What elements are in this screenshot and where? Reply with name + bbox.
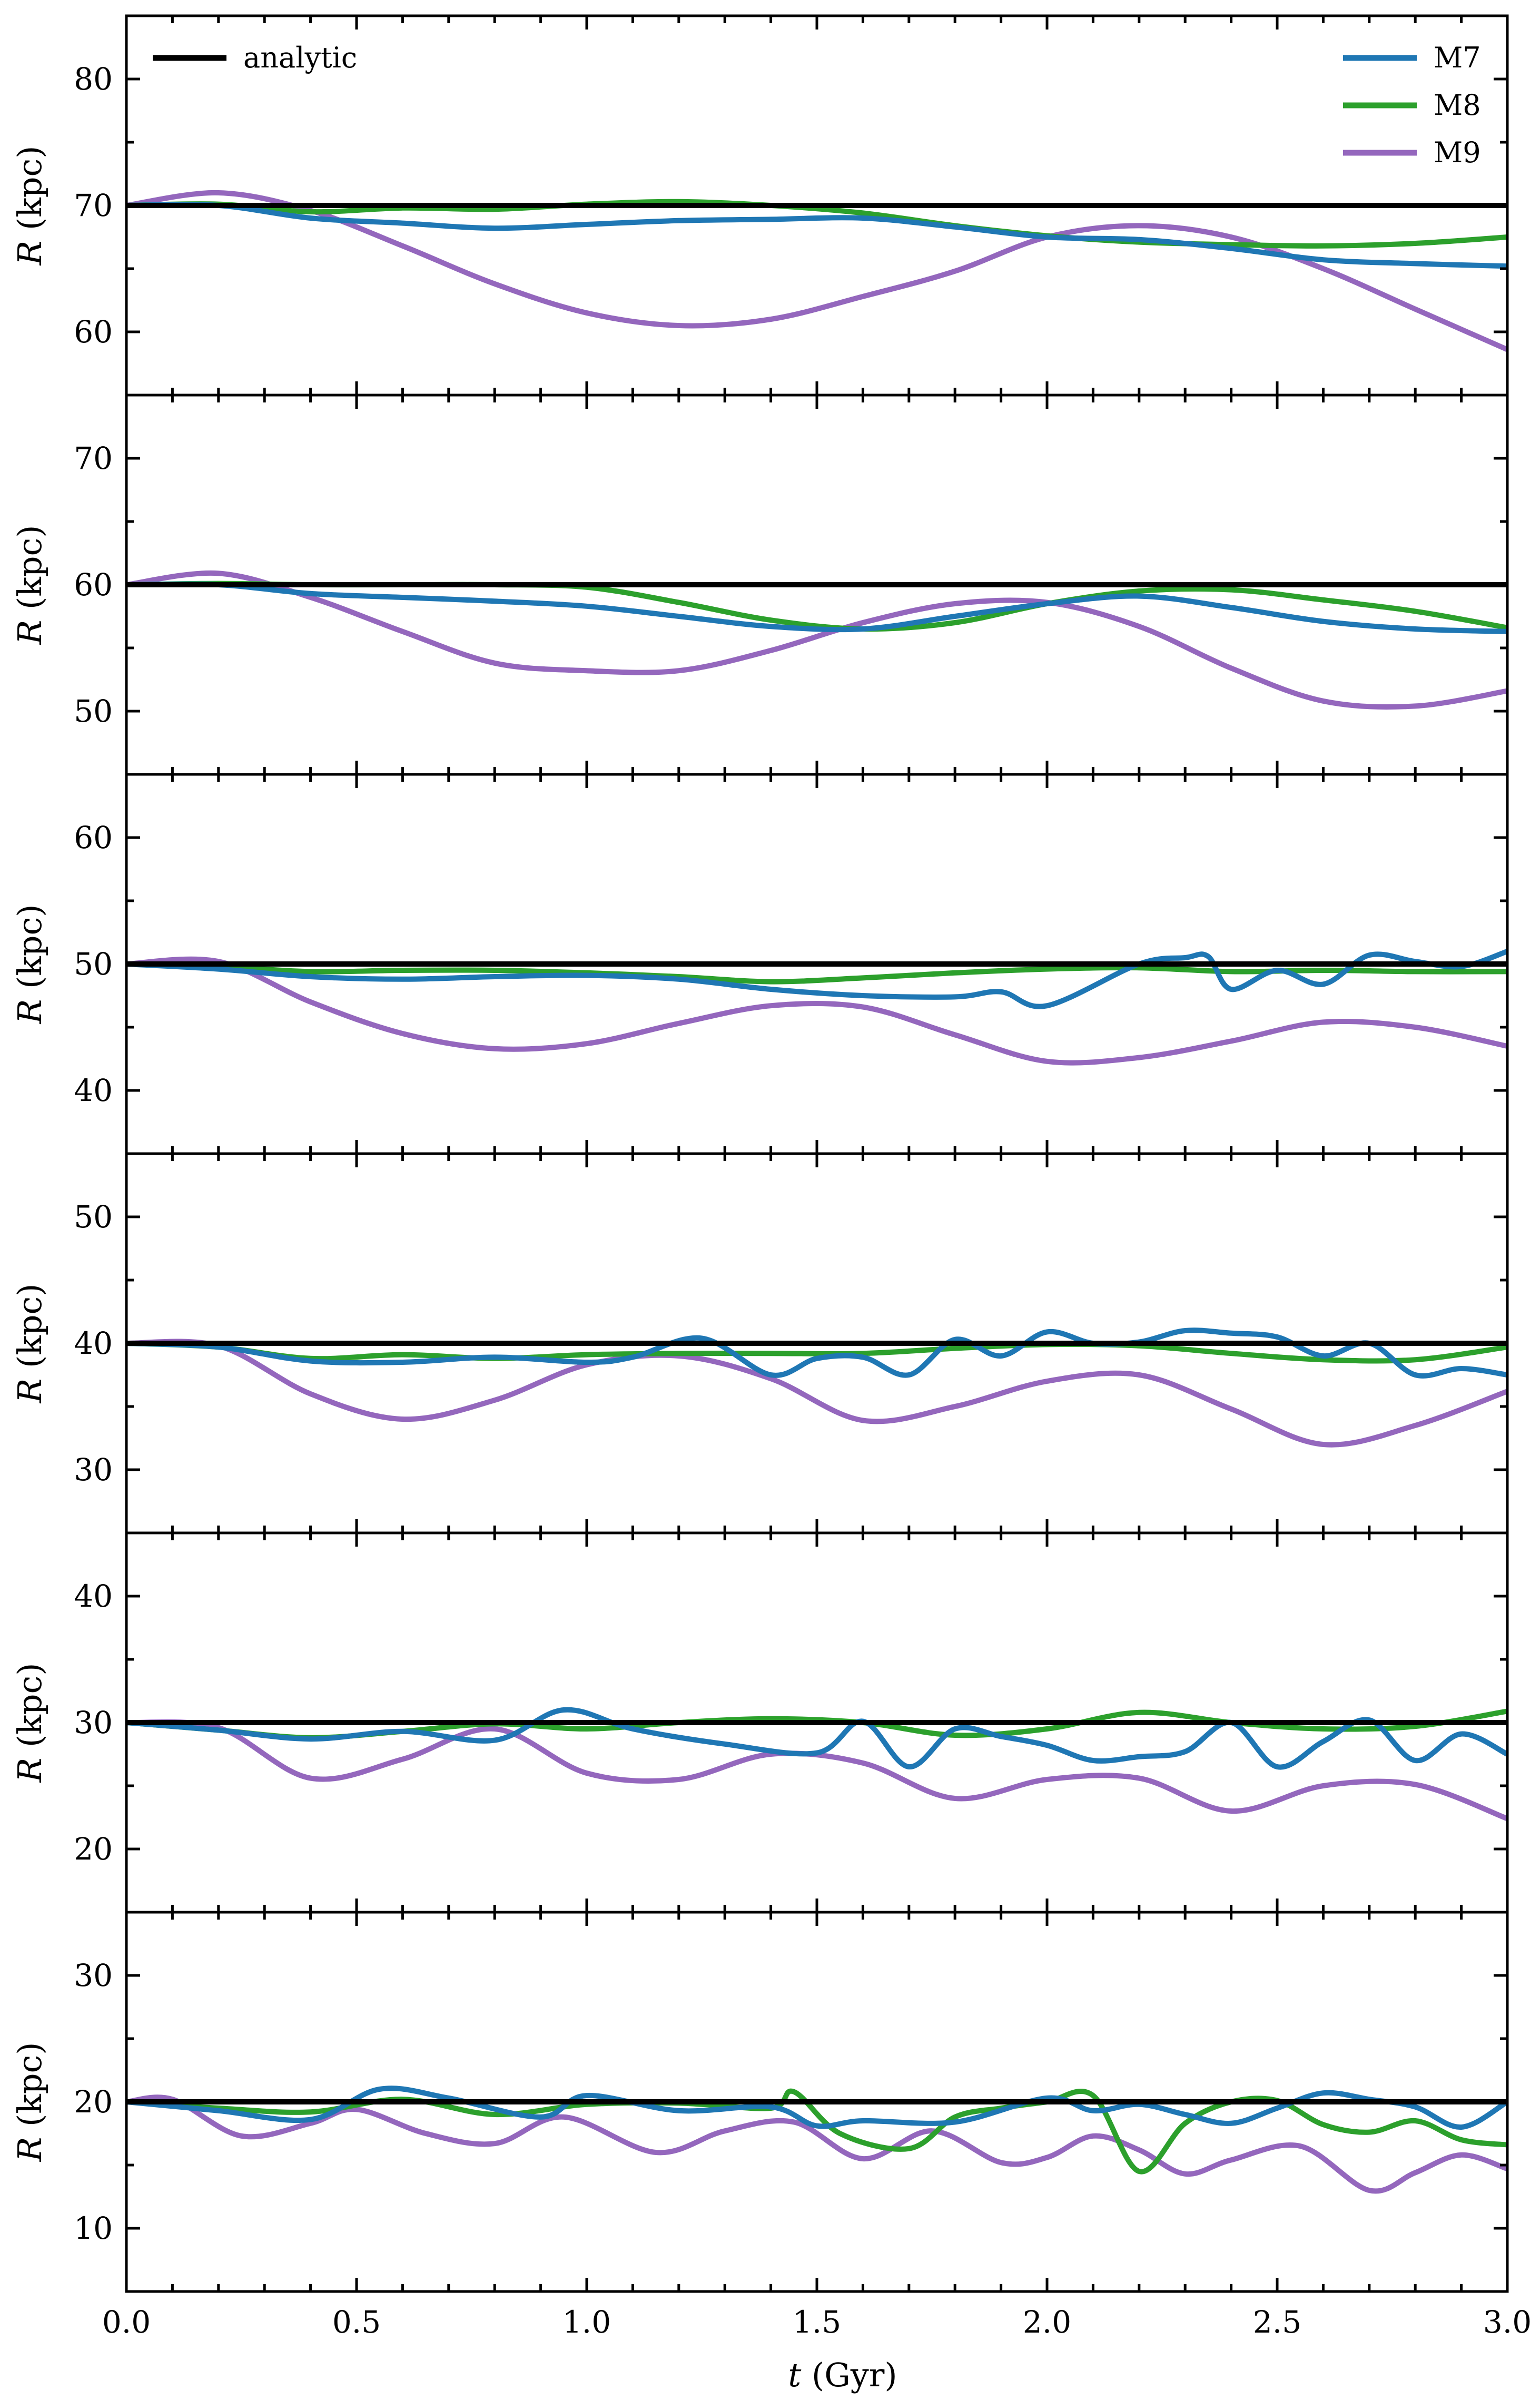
y-axis-label-var: R [11,999,49,1025]
series-line-m8-panel-1 [126,199,1507,249]
y-tick-label: 50 [74,1199,113,1235]
y-tick-label: 40 [74,1325,113,1361]
series-line-m9-panel-2 [126,570,1507,710]
y-axis-label-var: R [11,241,49,266]
panel-4: 30 40 50 R (kpc) [11,1152,1509,1535]
series-line-m7-panel-2 [126,581,1507,634]
series-line-m9-panel-3 [126,956,1507,1066]
y-axis-label-var: R [11,1379,49,1404]
series-line-m8-panel-4 [126,1341,1507,1364]
series-line-m7-panel-3 [126,949,1507,1009]
y-tick-label: 70 [74,440,113,476]
panel-6-frame [125,1911,1509,2293]
y-tick-label: 40 [74,1073,113,1108]
panel-2-lines [126,570,1507,710]
y-tick-label: 60 [74,820,113,855]
series-line-m9-panel-1 [126,190,1507,352]
y-tick-label: 60 [74,314,113,350]
y-axis-label-var: R [11,1758,49,1783]
y-tick-label: 80 [74,61,113,97]
x-axis-label-var: t [788,2356,801,2394]
series-line-m7-panel-5 [126,1707,1507,1770]
x-axis-label-unit: (Gyr) [801,2356,897,2394]
x-tick-label: 2.0 [1023,2304,1071,2340]
series-line-m9-panel-6 [126,2094,1507,2194]
series-line-m7-panel-4 [126,1327,1507,1379]
y-tick-label: 30 [74,1452,113,1488]
y-axis-label: R (kpc) [11,1284,49,1404]
y-tick-label: 40 [74,1578,113,1614]
panel-4-lines [126,1327,1507,1448]
panel-6: 10 20 30 R (kpc) [11,1911,1509,2293]
x-tick-label: 2.5 [1253,2304,1301,2340]
series-line-m9-panel-4 [126,1339,1507,1448]
x-tick-label: 1.0 [562,2304,611,2340]
y-axis-label-var: R [11,620,49,645]
y-tick-label: 20 [74,1831,113,1867]
panel-6-lines [126,2086,1507,2194]
y-axis-label-unit: (kpc) [11,146,49,241]
y-axis-label-var: R [11,2137,49,2162]
x-tick-label: 0.0 [102,2304,151,2340]
panel-2-ticks [125,394,1509,776]
series-line-m7-panel-6 [126,2086,1507,2130]
legend-label-m8: M8 [1434,88,1481,122]
y-tick-label: 20 [74,2084,113,2120]
panel-5-lines [126,1707,1507,1822]
y-axis-label: R (kpc) [11,146,49,266]
panel-1-lines [126,190,1507,352]
y-axis-label: R (kpc) [11,904,49,1025]
y-axis-label-unit: (kpc) [11,1284,49,1379]
x-tick-label: 3.0 [1483,2304,1532,2340]
legend-label-m9: M9 [1434,136,1481,169]
panel-5: 20 30 40 R (kpc) [11,1531,1509,1914]
y-tick-label: 30 [74,1958,113,1993]
y-axis-label-unit: (kpc) [11,2042,49,2137]
x-axis-label: t (Gyr) [788,2356,897,2394]
y-axis-label-unit: (kpc) [11,1663,49,1758]
y-axis-label: R (kpc) [11,1663,49,1783]
x-tick-label: 1.5 [793,2304,841,2340]
y-tick-label: 10 [74,2210,113,2246]
panel-3-lines [126,949,1507,1066]
x-tick-label: 0.5 [332,2304,381,2340]
y-tick-label: 50 [74,693,113,729]
legend-label-m7: M7 [1434,41,1481,74]
legend: analytic M7 M8 M9 [153,41,1481,169]
y-axis-label-unit: (kpc) [11,525,49,620]
y-axis-label-unit: (kpc) [11,904,49,999]
y-tick-label: 30 [74,1705,113,1740]
legend-label-analytic: analytic [243,41,357,74]
panel-1: 60 70 80 R (kpc) [11,14,1509,397]
y-tick-label: 70 [74,188,113,223]
panel-3: 40 50 60 R (kpc) [11,773,1509,1155]
series-line-m7-panel-1 [126,202,1507,269]
y-tick-label: 50 [74,946,113,982]
y-axis-label: R (kpc) [11,2042,49,2162]
panel-2: 50 60 70 R (kpc) [11,394,1509,776]
y-axis-label: R (kpc) [11,525,49,645]
y-tick-label: 60 [74,567,113,603]
